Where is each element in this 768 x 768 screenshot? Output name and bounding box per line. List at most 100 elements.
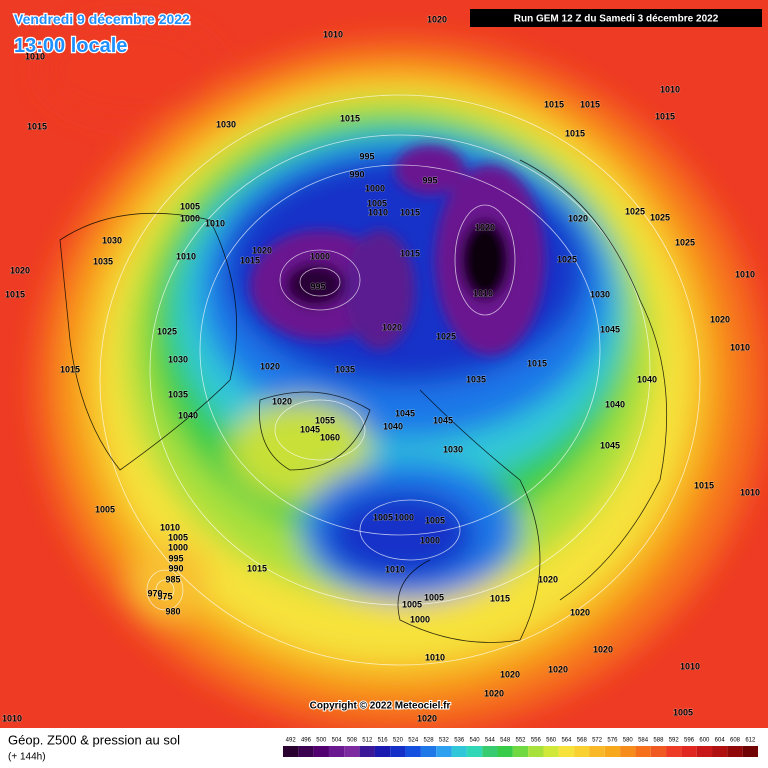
pressure-label: 1015	[340, 113, 360, 123]
pressure-label: 1010	[205, 218, 225, 228]
scale-label: 524	[408, 738, 419, 744]
pressure-label: 1010	[2, 713, 22, 723]
pressure-label: 1000	[180, 213, 200, 223]
pressure-label: 1045	[600, 440, 620, 450]
scale-swatch	[497, 746, 513, 757]
scale-swatch	[604, 746, 621, 757]
pressure-label: 1015	[655, 111, 675, 121]
pressure-label: 1010	[425, 652, 445, 662]
pressure-label: 1020	[710, 314, 730, 324]
pressure-label: 1015	[27, 121, 47, 131]
scale-swatch	[451, 746, 467, 757]
pressure-label: 1020	[568, 213, 588, 223]
pressure-label: 1010	[385, 564, 405, 574]
pressure-label: 1020	[272, 396, 292, 406]
pressure-label: 1055	[315, 415, 335, 425]
legend-subtitle: (+ 144h)	[8, 752, 46, 763]
pressure-label: 1035	[466, 374, 486, 384]
pressure-label: 1035	[335, 364, 355, 374]
pressure-label: 1040	[637, 374, 657, 384]
pressure-label: 1010	[323, 29, 343, 39]
scale-swatch	[620, 746, 636, 757]
pressure-label: 1020	[500, 669, 520, 679]
scale-swatch	[405, 746, 421, 757]
pressure-label: 1030	[168, 354, 188, 364]
scale-swatch	[482, 746, 498, 757]
scale-label: 512	[362, 738, 373, 744]
pressure-label: 1020	[484, 688, 504, 698]
scale-swatch	[742, 746, 758, 757]
pressure-label: 1045	[395, 408, 415, 418]
scale-swatch	[359, 746, 375, 757]
scale-swatch	[374, 746, 391, 757]
scale-swatch	[696, 746, 713, 757]
scale-label: 604	[715, 738, 726, 744]
pressure-label: 1010	[740, 487, 760, 497]
pressure-label: 1020	[548, 664, 568, 674]
pressure-label: 1010	[25, 51, 45, 61]
scale-label: 516	[378, 738, 389, 744]
scale-swatch	[650, 746, 667, 757]
pressure-label: 1020	[538, 574, 558, 584]
pressure-label: 1005	[425, 515, 445, 525]
scale-label: 572	[592, 738, 603, 744]
pressure-label: 1020	[475, 222, 495, 232]
pressure-label: 1005	[168, 532, 188, 542]
pressure-label: 1000	[168, 542, 188, 552]
scale-label: 544	[485, 738, 496, 744]
scale-swatch	[666, 746, 682, 757]
scale-label: 592	[669, 738, 680, 744]
scale-label: 584	[638, 738, 649, 744]
scale-label: 596	[684, 738, 695, 744]
map-date: Vendredi 9 décembre 2022	[14, 11, 190, 27]
pressure-label: 1000	[420, 535, 440, 545]
run-box	[470, 9, 762, 27]
pressure-label: 1015	[694, 480, 714, 490]
copyright: Copyright © 2022 Meteociel.fr	[310, 701, 451, 712]
pressure-label: 1015	[400, 207, 420, 217]
pressure-label: 970	[147, 588, 162, 598]
pressure-label: 1015	[544, 99, 564, 109]
pressure-label: 1020	[260, 361, 280, 371]
pressure-label: 1020	[427, 14, 447, 24]
scale-label: 504	[332, 738, 343, 744]
scale-label: 540	[470, 738, 481, 744]
pressure-label: 1010	[160, 522, 180, 532]
scale-label: 568	[577, 738, 588, 744]
pressure-label: 1040	[178, 410, 198, 420]
scale-label: 536	[454, 738, 465, 744]
scale-swatch	[528, 746, 544, 757]
pressure-label: 1025	[557, 254, 577, 264]
pressure-label: 990	[349, 169, 364, 179]
scale-swatch	[436, 746, 452, 757]
pressure-label: 1020	[382, 322, 402, 332]
scale-label: 508	[347, 738, 358, 744]
pressure-label: 1000	[310, 251, 330, 261]
pressure-label: 980	[165, 606, 180, 616]
pressure-label: 1010	[680, 661, 700, 671]
pressure-label: 1025	[675, 237, 695, 247]
scale-label: 608	[730, 738, 741, 744]
scale-label: 588	[653, 738, 664, 744]
legend-title: Géop. Z500 & pression au sol	[8, 732, 180, 747]
scale-label: 556	[531, 738, 542, 744]
scale-swatch	[589, 746, 605, 757]
scale-label: 576	[607, 738, 618, 744]
pressure-label: 1015	[240, 255, 260, 265]
pressure-label: 1000	[394, 512, 414, 522]
scale-label: 560	[546, 738, 557, 744]
pressure-label: 1015	[247, 563, 267, 573]
pressure-label: 990	[168, 563, 183, 573]
pressure-label: 1020	[417, 713, 437, 723]
pressure-label: 1025	[157, 326, 177, 336]
scale-label: 580	[623, 738, 634, 744]
scale-label: 500	[316, 738, 327, 744]
pressure-label: 1000	[365, 183, 385, 193]
pressure-label: 1045	[600, 324, 620, 334]
pressure-label: 975	[157, 591, 172, 601]
run-label: Run GEM 12 Z du Samedi 3 décembre 2022	[514, 14, 719, 25]
scale-swatch	[283, 746, 299, 757]
map-time: 13:00 locale	[14, 35, 127, 57]
scale-swatch	[390, 746, 406, 757]
pressure-label: 1030	[590, 289, 610, 299]
